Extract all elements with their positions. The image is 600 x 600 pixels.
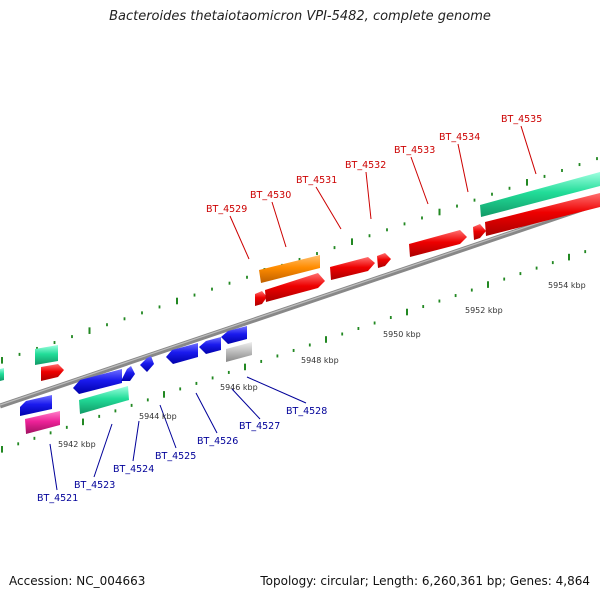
gene-bt4535-rna-feature[interactable] [480,172,600,217]
scale-label: 5946 kbp [220,383,258,392]
feature-row-bottom [20,326,252,434]
genome-backbone [0,200,600,409]
gene-bt4524-feature[interactable] [73,369,122,394]
scale-label: 5954 kbp [548,281,586,290]
scale-label: 5944 kbp [139,412,177,421]
gene-label-bt4521[interactable]: BT_4521 [37,493,78,504]
feature-row-top [0,172,600,381]
gene-label-bt4531[interactable]: BT_4531 [296,175,337,186]
scale-label: 5952 kbp [465,306,503,315]
gene-label-bt4533[interactable]: BT_4533 [394,145,435,156]
gene-bt4533-feature[interactable] [409,230,467,257]
gene-label-bt4528[interactable]: BT_4528 [286,406,327,417]
tick-row-scale [1,250,587,453]
label-leaders-bottom [49,376,307,491]
scale-label: 5942 kbp [58,440,96,449]
gene-bt4532-feature[interactable] [377,253,391,268]
gene-label-bt4527[interactable]: BT_4527 [239,421,280,432]
gene-feature[interactable] [41,364,64,381]
gene-bt4525-feature[interactable] [140,356,154,372]
gene-label-bt4525[interactable]: BT_4525 [155,451,196,462]
gene-bt4531-feature[interactable] [330,257,375,280]
scale-label: 5950 kbp [383,330,421,339]
gene-bt4528-feature[interactable] [226,342,252,362]
accession-text: Accession: NC_004663 [9,574,146,588]
gene-feature[interactable] [35,345,58,365]
label-leaders-top [229,125,537,260]
gene-bt4523-feature[interactable] [79,386,129,414]
gene-feature[interactable] [255,291,267,306]
scale-label: 5948 kbp [301,356,339,365]
gene-label-bt4524[interactable]: BT_4524 [113,464,154,475]
gene-bt4535-feature[interactable] [485,193,600,236]
gene-bt4525-feature[interactable] [121,366,135,381]
gene-feature[interactable] [0,368,4,381]
gene-bt4521-feature[interactable] [25,411,60,434]
gene-bt4526-feature[interactable] [166,343,198,364]
gene-label-bt4530[interactable]: BT_4530 [250,190,291,201]
gene-feature[interactable] [20,395,52,416]
gene-label-bt4526[interactable]: BT_4526 [197,436,238,447]
gene-bt4534-feature[interactable] [473,224,486,240]
gene-label-bt4534[interactable]: BT_4534 [439,132,480,143]
gene-bt4527-feature[interactable] [221,326,247,344]
gene-label-bt4529[interactable]: BT_4529 [206,204,247,215]
map-title: Bacteroides thetaiotaomicron VPI-5482, c… [109,9,491,24]
genome-backbone-highlight [0,201,600,406]
genome-summary-text: Topology: circular; Length: 6,260,361 bp… [260,574,590,588]
gene-label-bt4523[interactable]: BT_4523 [74,480,115,491]
gene-label-bt4532[interactable]: BT_4532 [345,160,386,171]
gene-bt4527-feature[interactable] [199,337,221,354]
gene-bt4530-feature[interactable] [259,255,320,283]
gene-bt4530-feature[interactable] [265,273,325,302]
gene-label-bt4535[interactable]: BT_4535 [501,114,542,125]
